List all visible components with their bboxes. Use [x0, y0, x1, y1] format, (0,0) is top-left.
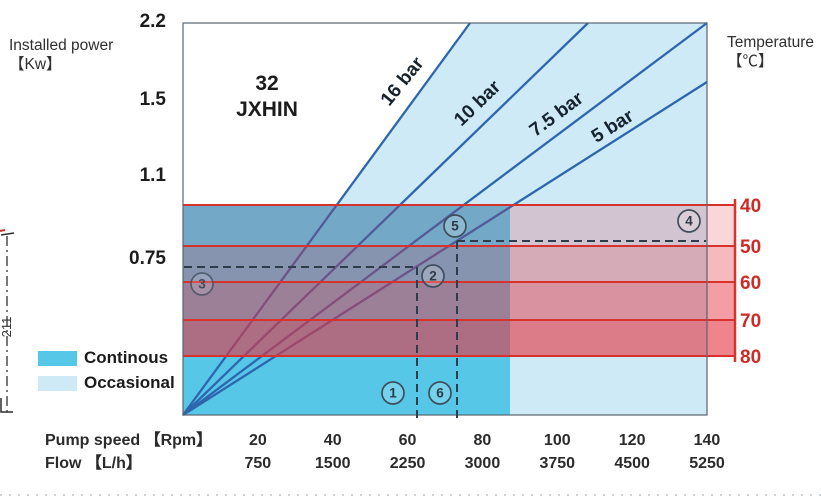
model-title-line1: 32 — [255, 72, 279, 95]
temp-tick-70: 70 — [740, 311, 762, 332]
model-title-line2: JXHIN — [236, 98, 298, 121]
temp-band-40-50 — [183, 205, 735, 246]
temperature-axis-title-line1: Temperature — [727, 34, 815, 51]
marker-number-3: 3 — [198, 277, 206, 292]
flow-tick-5250: 5250 — [689, 455, 725, 472]
pump-speed-axis-label: Pump speed 【Rpm】 — [45, 432, 213, 449]
installed-power-axis-title: Installed power 【Kw】 — [9, 36, 149, 74]
marker-number-6: 6 — [436, 386, 444, 401]
installed-power-axis-title-line1: Installed power — [9, 37, 114, 54]
temp-band-60-70 — [183, 282, 735, 320]
marker-number-1: 1 — [389, 386, 397, 401]
marker-number-4: 4 — [685, 214, 693, 229]
speed-tick-20: 20 — [248, 432, 267, 449]
temperature-axis-title-line2: 【℃】 — [727, 53, 774, 70]
temp-tick-50: 50 — [740, 237, 762, 258]
power-tick-1.1: 1.1 — [139, 165, 166, 186]
flow-tick-4500: 4500 — [614, 455, 650, 472]
temp-tick-60: 60 — [740, 273, 762, 294]
marker-circle-1 — [381, 381, 405, 405]
model-title: 32 JXHIN — [197, 71, 337, 123]
flow-tick-3750: 3750 — [539, 455, 576, 472]
pressure-line-5-bar — [182, 81, 708, 416]
marker-number-2: 2 — [429, 269, 437, 284]
installed-power-axis-title-line2: 【Kw】 — [9, 56, 62, 73]
side-dimension-red-mark — [0, 229, 6, 232]
flow-tick-1500: 1500 — [314, 455, 351, 472]
speed-tick-120: 120 — [618, 432, 646, 449]
speed-tick-80: 80 — [473, 432, 492, 449]
legend-label-occasional: Occasional — [84, 373, 175, 392]
marker-circle-2 — [421, 264, 445, 288]
speed-tick-40: 40 — [323, 432, 342, 449]
plot-border — [182, 22, 708, 416]
marker-circle-4 — [677, 209, 701, 233]
side-dimension-value: 211 — [0, 317, 14, 338]
flow-tick-750: 750 — [244, 455, 272, 472]
speed-tick-140: 140 — [693, 432, 721, 449]
legend-swatch-occasional — [38, 376, 77, 391]
marker-number-5: 5 — [451, 219, 459, 234]
marker-circle-6 — [428, 381, 452, 405]
flow-tick-2250: 2250 — [389, 455, 426, 472]
marker-circle-3 — [190, 272, 214, 296]
side-corner-bracket — [0, 398, 13, 413]
power-tick-1.5: 1.5 — [139, 89, 166, 110]
power-tick-2.2: 2.2 — [139, 11, 166, 32]
speed-tick-60: 60 — [398, 432, 417, 449]
marker-circle-5 — [443, 214, 467, 238]
legend-swatch-continous — [38, 351, 77, 366]
temp-band-70-80 — [183, 320, 735, 356]
temperature-axis-title: Temperature 【℃】 — [727, 33, 819, 71]
temp-band-50-60 — [183, 246, 735, 282]
speed-tick-100: 100 — [543, 432, 571, 449]
temp-tick-80: 80 — [740, 347, 762, 368]
legend-label-continous: Continous — [84, 348, 169, 367]
power-tick-0.75: 0.75 — [129, 248, 166, 269]
flow-axis-label: Flow 【L/h】 — [45, 455, 142, 472]
temp-tick-40: 40 — [740, 196, 762, 217]
side-dimension-tick — [0, 232, 15, 236]
flow-tick-3000: 3000 — [464, 455, 501, 472]
